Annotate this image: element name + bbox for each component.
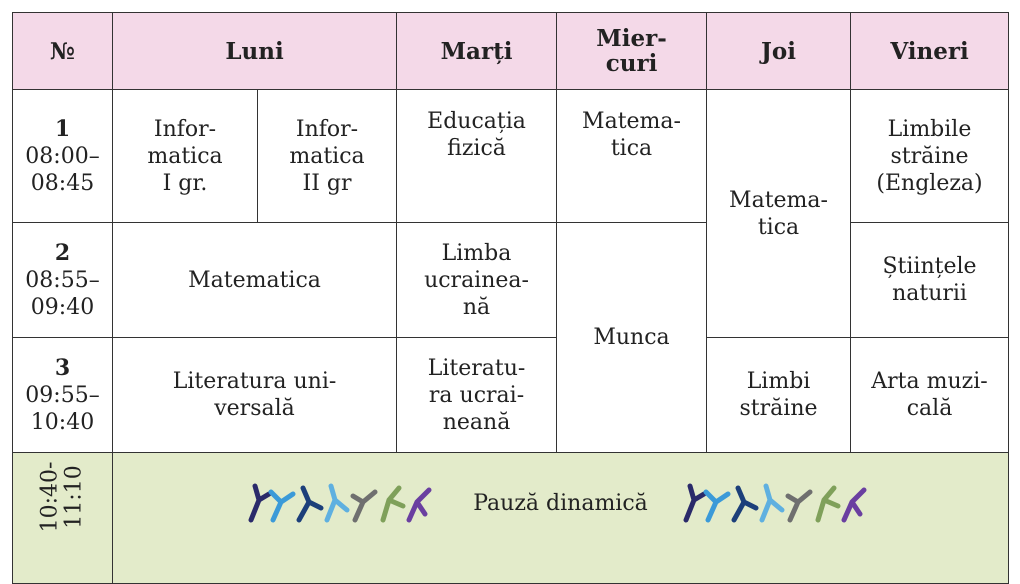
cell: Limbile străine (Engleza) [850,89,1010,223]
time-cell: 2 08:55– 09:40 [12,222,113,338]
header-cell: Luni [111,12,398,90]
lesson-number: 1 [54,115,71,142]
break-label: Pauză dinamică [473,490,648,516]
cell: Matema- tica [556,89,708,223]
lesson-time: 08:55– 09:40 [25,267,100,320]
cell: Literatura uni- versală [111,337,398,453]
break-content: Pauză dinamică [115,480,1006,526]
lesson-time: 08:00– 08:45 [25,143,100,196]
lesson-time: 09:55– 10:40 [25,382,100,435]
time-cell: 1 08:00– 08:45 [12,89,113,223]
header-cell: Vineri [850,12,1010,90]
cell: Limbi străine [706,337,852,453]
header-cell: Mier- curi [556,12,708,90]
cell: Educația fizică [396,89,558,223]
cell: Infor- matica II gr [256,89,398,223]
cell: Limba ucrainea- nă [396,222,558,338]
page: № Luni Marți Mier- curi Joi Vineri 1 08:0… [12,12,1010,584]
lesson-number: 3 [54,354,71,381]
break-time-cell: 10:40- 11:10 [12,452,113,584]
header-cell: № [12,12,113,90]
time-cell: 3 09:55– 10:40 [12,337,113,453]
cell: Infor- matica I gr. [112,89,258,223]
break-cell: Pauză dinamică [111,452,1010,584]
lesson-number: 2 [54,239,71,266]
row: 3 09:55– 10:40 Literatura uni- versală Li… [12,337,1010,453]
header-cell: Joi [706,12,852,90]
header-row: № Luni Marți Mier- curi Joi Vineri [12,12,1010,90]
cell: Matematica [111,222,398,338]
break-row: 10:40- 11:10 Pauză dinamică [12,452,1010,584]
dancers-icon [683,483,867,523]
cell: Matema- tica [706,89,852,338]
cell: Științele naturii [850,222,1010,338]
row: 2 08:55– 09:40 Matematica Limba ucrainea-… [12,222,1010,453]
break-time: 10:40- 11:10 [37,461,87,533]
row: 1 08:00– 08:45 Infor- matica I gr. Infor-… [12,89,1010,338]
cell: Literatu- ra ucrai- neană [396,337,558,453]
dancers-icon [248,483,432,523]
cell: Arta muzi- cală [850,337,1010,453]
cell: Munca [556,222,708,453]
schedule-table: № Luni Marți Mier- curi Joi Vineri 1 08:0… [12,12,1010,584]
header-cell: Marți [396,12,558,90]
